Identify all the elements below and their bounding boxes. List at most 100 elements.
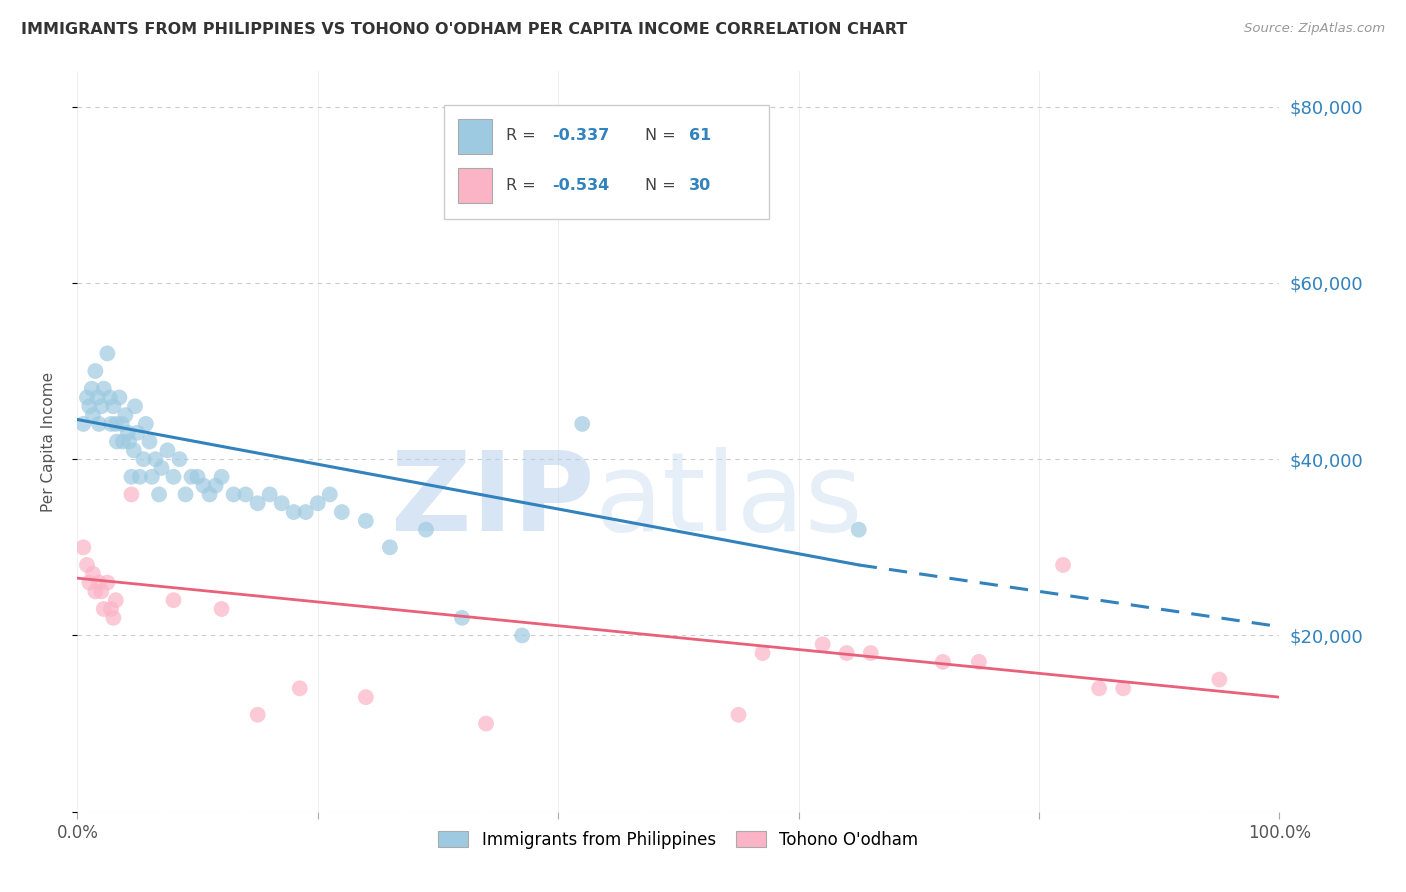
Text: IMMIGRANTS FROM PHILIPPINES VS TOHONO O'ODHAM PER CAPITA INCOME CORRELATION CHAR: IMMIGRANTS FROM PHILIPPINES VS TOHONO O'… — [21, 22, 907, 37]
Text: atlas: atlas — [595, 447, 863, 554]
Point — [79, 575, 101, 590]
Point — [354, 514, 377, 528]
Point — [571, 417, 593, 431]
Point — [259, 487, 281, 501]
Point — [148, 487, 170, 501]
Point — [727, 707, 749, 722]
Text: -0.534: -0.534 — [553, 178, 609, 193]
Point — [72, 541, 94, 555]
Point — [87, 391, 110, 405]
Point — [835, 646, 858, 660]
Legend: Immigrants from Philippines, Tohono O'odham: Immigrants from Philippines, Tohono O'od… — [432, 824, 925, 855]
Point — [283, 505, 305, 519]
Point — [162, 593, 184, 607]
FancyBboxPatch shape — [458, 168, 492, 203]
Text: ZIP: ZIP — [391, 447, 595, 554]
Point — [103, 611, 125, 625]
Point — [105, 434, 128, 449]
Point — [96, 346, 118, 360]
Point — [122, 443, 145, 458]
Point — [294, 505, 316, 519]
Text: N =: N = — [645, 128, 681, 144]
Text: R =: R = — [506, 178, 541, 193]
Text: R =: R = — [506, 128, 541, 144]
Point — [104, 593, 127, 607]
Point — [82, 566, 104, 581]
Point — [222, 487, 245, 501]
Point — [90, 584, 112, 599]
Point — [415, 523, 437, 537]
Point — [117, 425, 139, 440]
Point — [1112, 681, 1135, 696]
Point — [80, 382, 103, 396]
Point — [288, 681, 311, 696]
Point — [132, 452, 155, 467]
Point — [120, 470, 142, 484]
Point — [204, 478, 226, 492]
Point — [96, 575, 118, 590]
Point — [127, 425, 149, 440]
Text: N =: N = — [645, 178, 681, 193]
Point — [451, 611, 474, 625]
Point — [174, 487, 197, 501]
Point — [76, 391, 98, 405]
Point — [270, 496, 292, 510]
Point — [100, 417, 122, 431]
Point — [193, 478, 215, 492]
Point — [118, 434, 141, 449]
Text: 30: 30 — [689, 178, 711, 193]
Point — [104, 417, 127, 431]
Point — [169, 452, 191, 467]
Point — [1208, 673, 1230, 687]
Point — [156, 443, 179, 458]
Point — [145, 452, 167, 467]
Point — [330, 505, 353, 519]
Y-axis label: Per Capita Income: Per Capita Income — [42, 371, 56, 512]
Point — [128, 470, 150, 484]
Text: -0.337: -0.337 — [553, 128, 609, 144]
Point — [848, 523, 870, 537]
Point — [103, 399, 125, 413]
Point — [141, 470, 163, 484]
Point — [93, 382, 115, 396]
Point — [84, 584, 107, 599]
Point — [108, 391, 131, 405]
Point — [354, 690, 377, 705]
Point — [246, 707, 269, 722]
Point — [138, 434, 160, 449]
Point — [198, 487, 221, 501]
Point — [180, 470, 202, 484]
Point — [246, 496, 269, 510]
Point — [111, 417, 134, 431]
Point — [162, 470, 184, 484]
Point — [475, 716, 498, 731]
Point — [87, 417, 110, 431]
Point — [93, 602, 115, 616]
Point — [100, 602, 122, 616]
Point — [378, 541, 401, 555]
Point — [84, 364, 107, 378]
Point — [510, 628, 533, 642]
Point — [186, 470, 209, 484]
Point — [114, 408, 136, 422]
Point — [76, 558, 98, 572]
Point — [1052, 558, 1074, 572]
FancyBboxPatch shape — [458, 119, 492, 154]
Point — [967, 655, 990, 669]
Point — [859, 646, 882, 660]
Point — [90, 399, 112, 413]
Point — [307, 496, 329, 510]
Text: 61: 61 — [689, 128, 711, 144]
Text: Source: ZipAtlas.com: Source: ZipAtlas.com — [1244, 22, 1385, 36]
Point — [135, 417, 157, 431]
Point — [124, 399, 146, 413]
Point — [120, 487, 142, 501]
Point — [87, 575, 110, 590]
Point — [79, 399, 101, 413]
Point — [235, 487, 257, 501]
Point — [319, 487, 342, 501]
Point — [811, 637, 834, 651]
Point — [82, 408, 104, 422]
Point — [111, 434, 134, 449]
Point — [211, 470, 233, 484]
